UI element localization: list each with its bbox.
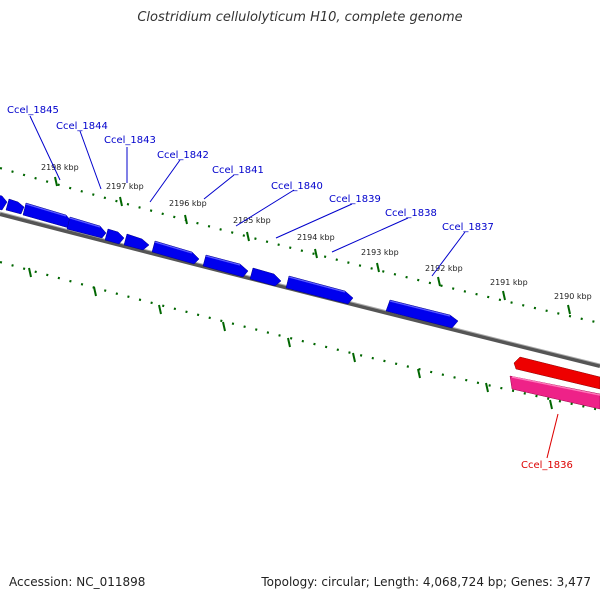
gene-arrow-ccel-1839[interactable] (202, 254, 249, 278)
kbp-label-2195: 2195 kbp (233, 216, 271, 225)
inner-major-ticks (28, 267, 553, 410)
kbp-label-2194: 2194 kbp (297, 233, 335, 242)
reverse-leader-line (546, 413, 559, 459)
gene-label-ccel-1839[interactable]: Ccel_1839 (329, 194, 381, 205)
gene-label-ccel-1845[interactable]: Ccel_1845 (7, 105, 59, 116)
kbp-label-2191: 2191 kbp (490, 278, 528, 287)
kbp-label-2193: 2193 kbp (361, 248, 399, 257)
gene-arrow-ccel-1845[interactable] (5, 198, 25, 215)
gene-label-ccel-1843[interactable]: Ccel_1843 (104, 135, 156, 146)
gene-label-ccel-1844[interactable]: Ccel_1844 (56, 121, 108, 132)
gene-arrow-partial[interactable] (0, 195, 8, 211)
gene-label-ccel-1838[interactable]: Ccel_1838 (385, 208, 437, 219)
gene-arrow-ccel-1840[interactable] (151, 240, 200, 265)
gene-label-ccel-1841[interactable]: Ccel_1841 (212, 165, 264, 176)
gene-highlight-ccel-1836 (511, 376, 600, 396)
outer-major-ticks (54, 176, 571, 315)
gene-label-ccel-1842[interactable]: Ccel_1842 (157, 150, 209, 161)
kbp-label-2192: 2192 kbp (425, 264, 463, 273)
forward-leader-lines (29, 115, 466, 277)
gene-arrow-ccel-1842[interactable] (104, 228, 125, 245)
kbp-label-2198: 2198 kbp (41, 163, 79, 172)
gene-arrow-ccel-1841[interactable] (123, 233, 150, 251)
kbp-label-2196: 2196 kbp (169, 199, 207, 208)
gene-arrow-ccel-1837a[interactable] (285, 275, 354, 305)
topology-text: Topology: circular; Length: 4,068,724 bp… (261, 575, 591, 589)
map-title: Clostridium cellulolyticum H10, complete… (137, 10, 463, 25)
gene-label-ccel-1836[interactable]: Ccel_1836 (521, 460, 573, 471)
gene-arrow-ccel-1836[interactable] (509, 375, 600, 410)
gene-arrow-ccel-1837[interactable] (385, 299, 459, 329)
forward-gene-highlights (25, 203, 451, 317)
forward-genes (0, 195, 459, 329)
kbp-label-2190: 2190 kbp (554, 292, 592, 301)
gene-arrow-ccel-1843[interactable] (66, 216, 107, 239)
gene-arrow-ccel-1838[interactable] (249, 267, 282, 287)
accession-text: Accession: NC_011898 (9, 575, 146, 589)
gene-label-ccel-1840[interactable]: Ccel_1840 (271, 181, 323, 192)
gene-arrow-ccel-1836-red[interactable] (513, 356, 600, 390)
kbp-label-2197: 2197 kbp (106, 182, 144, 191)
gene-label-ccel-1837[interactable]: Ccel_1837 (442, 222, 494, 233)
